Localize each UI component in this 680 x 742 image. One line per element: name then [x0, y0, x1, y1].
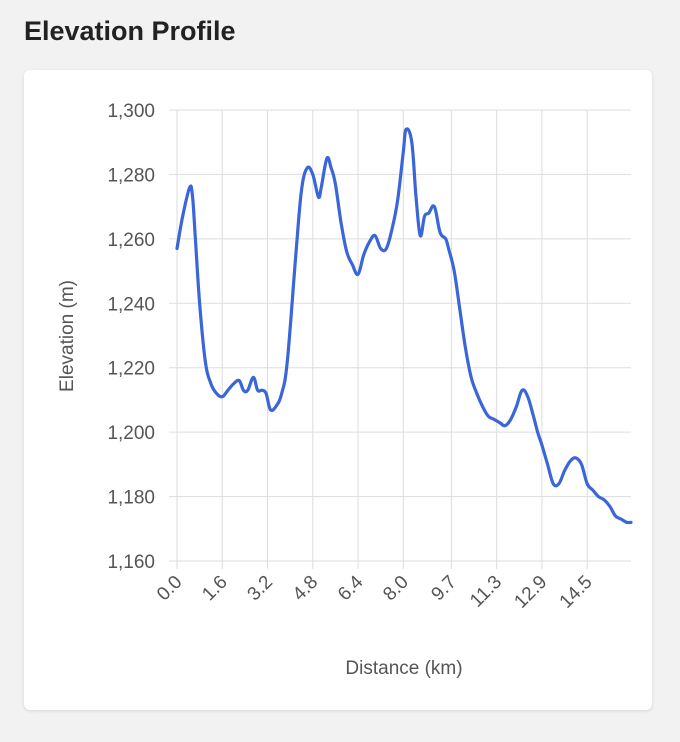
- x-tick-label: 8.0: [379, 572, 413, 606]
- y-axis-title: Elevation (m): [57, 280, 78, 392]
- y-tick-label: 1,260: [107, 230, 155, 251]
- y-tick-label: 1,300: [107, 101, 155, 122]
- elevation-line: [175, 127, 633, 525]
- x-tick-label: 1.6: [198, 572, 232, 606]
- x-tick-label: 9.7: [427, 572, 461, 606]
- x-axis-title: Distance (km): [345, 658, 462, 679]
- y-tick-label: 1,220: [107, 359, 155, 380]
- x-tick-label: 0.0: [153, 572, 187, 606]
- grid: [169, 109, 631, 569]
- y-tick-label: 1,180: [107, 488, 155, 509]
- chart-card: 1,160 1,180 1,200 1,220 1,240 1,260 1,280 1,300…: [24, 70, 652, 710]
- x-tick-label: 4.8: [289, 572, 323, 606]
- y-tick-label: 1,280: [107, 165, 155, 186]
- x-tick-label: 12.9: [510, 572, 551, 613]
- x-axis-ticks: 0.0 1.6 3.2 4.8 6.4 8.0 9.7 11.3 12.9 14.5: [153, 571, 597, 612]
- x-tick-label: 3.2: [244, 572, 278, 606]
- x-tick-label: 6.4: [334, 571, 368, 605]
- y-tick-label: 1,240: [107, 294, 155, 315]
- y-tick-label: 1,200: [107, 423, 155, 444]
- x-tick-label: 11.3: [466, 572, 506, 612]
- y-axis-ticks: 1,160 1,180 1,200 1,220 1,240 1,260 1,280 1,300: [107, 101, 155, 573]
- page-title: Elevation Profile: [24, 16, 236, 46]
- x-tick-label: 14.5: [556, 572, 597, 613]
- elevation-chart: 1,160 1,180 1,200 1,220 1,240 1,260 1,280 1,300…: [57, 101, 633, 679]
- y-tick-label: 1,160: [107, 552, 155, 573]
